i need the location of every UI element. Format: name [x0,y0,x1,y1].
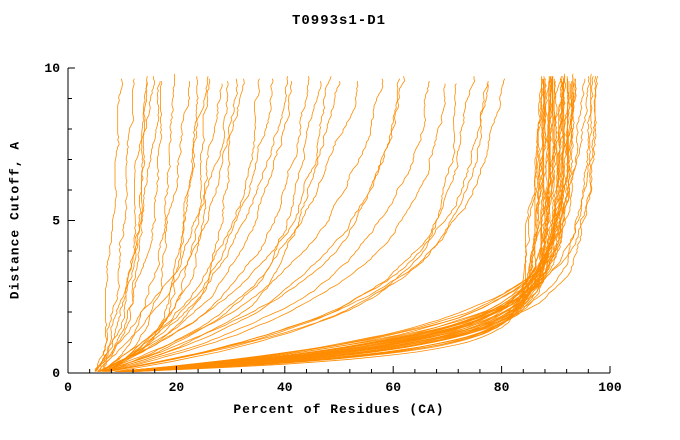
y-tick-label: 0 [52,366,60,381]
gdt-curve [95,81,163,372]
gdt-curve [118,76,599,372]
gdt-curve [120,76,569,372]
gdt-curve [128,76,544,372]
tick-labels: 0 20 40 60 80 100 0 5 10 [44,61,622,395]
x-tick-label: 20 [169,380,185,395]
gdt-curve [101,76,156,372]
gdt-curve [100,81,161,372]
x-tick-label: 0 [64,380,72,395]
gdt-curve [98,81,191,372]
gdt-curve [118,76,594,372]
y-tick-label: 5 [52,214,60,229]
gdt-curve [95,76,148,372]
gdt-curve [103,78,274,372]
y-axis-label: Distance Cutoff, A [7,140,23,300]
gdt-curve [118,76,590,372]
x-tick-label: 40 [277,380,293,395]
gdt-curve [104,83,223,372]
gdt-curve [120,73,593,372]
gdt-curve [128,73,567,372]
gdt-curve [105,80,430,372]
gdt-curve [122,76,553,372]
gdt-curve [131,76,553,372]
gdt-curve [102,78,401,372]
gdt-curve [120,81,575,372]
gdt-curve [94,78,135,372]
gdt-curve [94,81,148,372]
gdt-curve [109,81,359,372]
gdt-curve [97,78,245,372]
gdt-curve [99,78,123,372]
gdt-curve [134,83,543,372]
gdt-curve [97,81,341,372]
x-tick-label: 80 [494,380,510,395]
gdt-curve [124,76,553,372]
gdt-curve [105,83,457,372]
gdt-curve [95,81,229,372]
gdt-curve [115,76,476,372]
gdt-curve [109,81,489,372]
gdt-curve [130,78,546,372]
gdt-curve [129,80,564,372]
gdt-curve [98,78,260,372]
gdt-curve [107,76,209,372]
gdt-curve [120,76,597,372]
x-tick-label: 60 [385,380,401,395]
gdt-curve [121,76,566,372]
gdt-curve [119,83,573,372]
gdt-curve [117,78,586,372]
gdt-curve [99,76,405,372]
gdt-curve [98,76,310,372]
gdt-curve [107,76,289,372]
gdt-curve [102,73,176,372]
gdt-curve [124,76,552,372]
gdt-curve [97,81,293,372]
gdt-curve [125,76,575,372]
gdt-curve [98,78,239,372]
gdt-curve [108,83,446,372]
gdt-curve [105,76,332,372]
y-tick-label: 10 [44,61,60,76]
x-tick-label: 100 [598,380,622,395]
curves [94,73,599,372]
gdt-curve [125,80,566,372]
gdt-curve [104,81,322,372]
axes [67,67,611,374]
x-axis-label: Percent of Residues (CA) [233,402,445,417]
chart-title: T0993s1-D1 [291,13,386,29]
gdt-curve [98,78,211,372]
gdt-curve [99,78,384,372]
